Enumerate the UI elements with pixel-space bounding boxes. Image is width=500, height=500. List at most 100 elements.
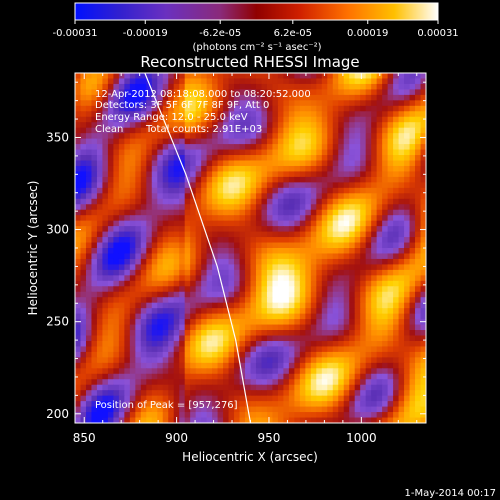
heatmap-cell (151, 319, 158, 326)
heatmap-cell (212, 116, 219, 123)
heatmap-cell (107, 264, 114, 271)
heatmap-cell (239, 204, 246, 211)
heatmap-cell (294, 379, 301, 386)
heatmap-cell (272, 373, 279, 380)
heatmap-cell (415, 133, 422, 140)
heatmap-cell (349, 253, 356, 260)
heatmap-cell (118, 253, 125, 260)
heatmap-cell (118, 406, 125, 413)
heatmap-cell (80, 258, 87, 266)
heatmap-cell (168, 291, 175, 298)
heatmap-cell (327, 144, 334, 151)
heatmap-cell (316, 176, 323, 183)
heatmap-cell (223, 83, 230, 91)
heatmap-cell (135, 379, 142, 386)
heatmap-cell (387, 308, 394, 315)
heatmap-cell (96, 89, 104, 96)
heatmap-cell (168, 242, 175, 249)
heatmap-cell (179, 111, 186, 118)
heatmap-cell (217, 362, 224, 369)
heatmap-cell (75, 291, 82, 298)
heatmap-cell (195, 280, 202, 287)
heatmap-cell (338, 182, 345, 189)
colorbar (74, 2, 439, 21)
heatmap-cell (239, 182, 246, 189)
y-tick-label: 350 (46, 130, 69, 144)
heatmap-cell (146, 351, 153, 358)
heatmap-cell (283, 280, 290, 287)
heatmap-cell (245, 368, 252, 375)
heatmap-cell (288, 242, 295, 249)
heatmap-cell (404, 73, 411, 80)
heatmap-cell (327, 324, 334, 331)
heatmap-cell (157, 94, 164, 101)
heatmap-cell (80, 319, 87, 326)
heatmap-cell (409, 253, 416, 260)
heatmap-cell (294, 94, 301, 101)
heatmap-cell (338, 165, 345, 173)
heatmap-cell (140, 209, 147, 216)
heatmap-cell (146, 395, 153, 402)
heatmap-cell (80, 111, 87, 118)
heatmap-cell (272, 346, 279, 353)
heatmap-cell (195, 373, 202, 380)
heatmap-cell (316, 155, 323, 162)
heatmap-cell (212, 373, 219, 380)
heatmap-cell (277, 253, 284, 260)
heatmap-cell (91, 286, 98, 293)
heatmap-cell (245, 111, 252, 118)
heatmap-cell (234, 133, 241, 140)
heatmap-cell (157, 138, 164, 145)
heatmap-cell (223, 144, 230, 151)
heatmap-cell (277, 116, 284, 123)
heatmap-cell (173, 193, 180, 200)
heatmap-cell (288, 187, 295, 194)
heatmap-cell (283, 297, 290, 304)
heatmap-cell (190, 78, 197, 85)
heatmap-cell (288, 116, 295, 123)
heatmap-cell (404, 324, 411, 331)
heatmap-cell (420, 83, 426, 91)
heatmap-cell (404, 193, 411, 200)
heatmap-cell (420, 264, 426, 271)
heatmap-cell (299, 401, 306, 408)
heatmap-cell (277, 176, 284, 183)
heatmap-cell (420, 231, 426, 238)
heatmap-cell (195, 286, 202, 293)
heatmap-cell (124, 242, 131, 249)
heatmap-cell (327, 94, 334, 101)
heatmap-cell (310, 78, 317, 85)
heatmap-cell (371, 160, 378, 167)
heatmap-cell (360, 94, 367, 101)
heatmap-cell (294, 275, 301, 282)
heatmap-cell (294, 248, 301, 255)
heatmap-cell (113, 100, 120, 107)
heatmap-cell (283, 187, 290, 194)
heatmap-cell (168, 122, 175, 129)
heatmap-cell (184, 242, 191, 249)
heatmap-cell (129, 390, 136, 397)
heatmap-cell (266, 187, 274, 194)
heatmap-cell (135, 138, 142, 145)
heatmap-cell (371, 280, 378, 287)
heatmap-cell (332, 340, 339, 348)
heatmap-cell (409, 242, 416, 249)
heatmap-cell (135, 264, 142, 271)
heatmap-cell (415, 122, 422, 129)
heatmap-cell (206, 187, 213, 194)
heatmap-cell (299, 83, 306, 91)
heatmap-cell (190, 362, 197, 369)
heatmap-cell (376, 209, 383, 216)
heatmap-cell (299, 395, 306, 402)
heatmap-cell (184, 373, 191, 380)
heatmap-cell (299, 198, 306, 205)
heatmap-cell (80, 302, 87, 309)
heatmap-cell (239, 220, 246, 227)
heatmap-cell (393, 330, 400, 337)
heatmap-cell (228, 351, 235, 358)
heatmap-cell (382, 330, 389, 337)
heatmap-cell (288, 313, 295, 320)
heatmap-cell (393, 406, 400, 413)
heatmap-cell (245, 209, 252, 216)
heatmap-cell (310, 193, 317, 200)
